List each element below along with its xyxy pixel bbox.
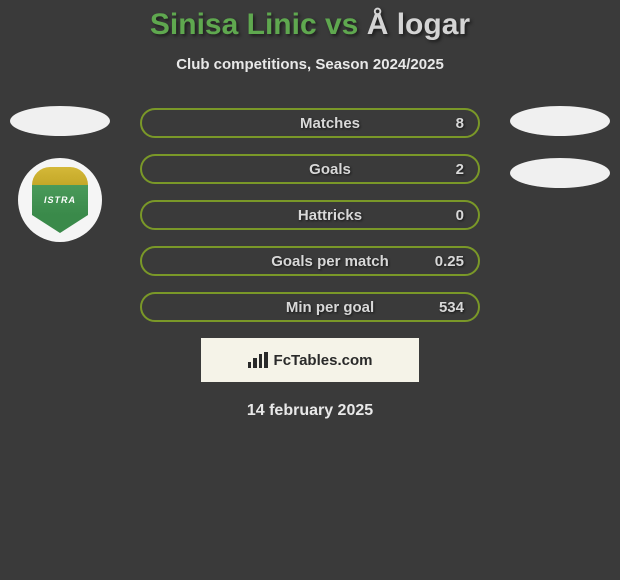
player2-name: Å logar [367, 8, 470, 41]
stat-row-goals: Goals 2 [140, 154, 480, 184]
player1-club-badge: ISTRA [18, 158, 102, 242]
stat-value: 0 [424, 207, 464, 224]
content-area: ISTRA Matches 8 Goals 2 Hattricks 0 [0, 108, 620, 420]
stat-value: 8 [424, 115, 464, 132]
brand-badge[interactable]: FcTables.com [201, 338, 419, 382]
stat-row-mpg: Min per goal 534 [140, 292, 480, 322]
stat-row-matches: Matches 8 [140, 108, 480, 138]
player2-avatar-placeholder [510, 106, 610, 136]
player1-avatar-placeholder [10, 106, 110, 136]
chart-icon [248, 352, 268, 368]
stat-label: Matches [156, 115, 424, 132]
player2-club-placeholder [510, 158, 610, 188]
page-title: Sinisa Linic vs Å logar [0, 8, 620, 42]
stat-label: Goals [156, 161, 424, 178]
stat-label: Goals per match [156, 253, 424, 270]
brand-text: FcTables.com [274, 352, 373, 369]
badge-text: ISTRA [32, 185, 88, 215]
vs-text: vs [325, 8, 358, 41]
stat-row-hattricks: Hattricks 0 [140, 200, 480, 230]
stat-row-gpm: Goals per match 0.25 [140, 246, 480, 276]
date-text: 14 february 2025 [0, 402, 620, 420]
stat-value: 534 [424, 299, 464, 316]
stat-value: 2 [424, 161, 464, 178]
left-avatar-column: ISTRA [10, 106, 110, 242]
stat-label: Min per goal [156, 299, 424, 316]
stats-list: Matches 8 Goals 2 Hattricks 0 Goals per … [140, 108, 480, 322]
right-avatar-column [510, 106, 610, 210]
stat-label: Hattricks [156, 207, 424, 224]
player1-name: Sinisa Linic [150, 8, 317, 41]
subtitle: Club competitions, Season 2024/2025 [0, 56, 620, 73]
main-container: Sinisa Linic vs Å logar Club competition… [0, 0, 620, 420]
badge-shield-icon: ISTRA [32, 167, 88, 233]
stat-value: 0.25 [424, 253, 464, 270]
